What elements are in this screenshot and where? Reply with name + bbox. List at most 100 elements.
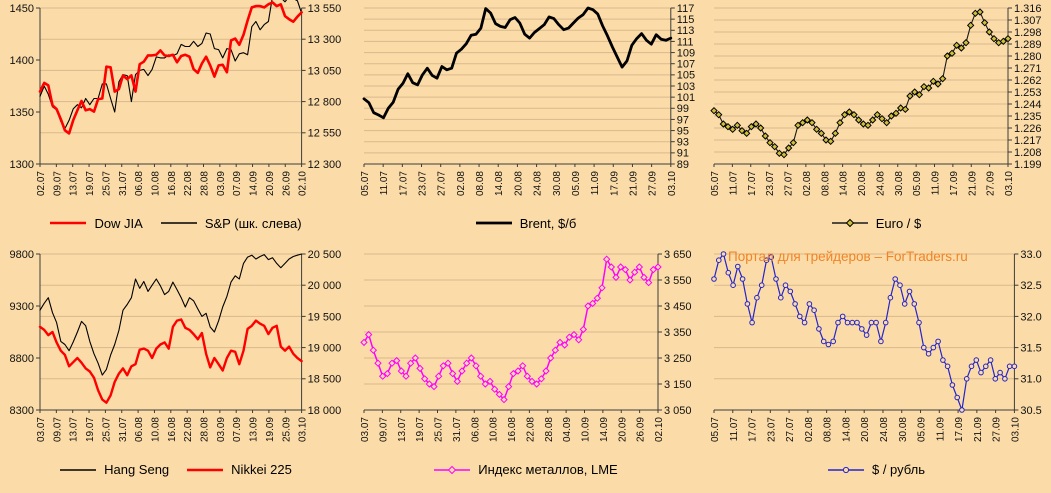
series-marker xyxy=(980,18,989,27)
series-marker xyxy=(811,307,817,313)
series-marker xyxy=(514,367,522,375)
series-marker xyxy=(773,276,779,282)
x-axis-tick-label: 09.07 xyxy=(52,171,63,196)
right-axis-tick-label: 12 800 xyxy=(308,96,342,108)
right-axis-tick-label: 12 550 xyxy=(308,128,342,140)
series-marker xyxy=(1006,363,1013,370)
series-marker xyxy=(640,273,648,282)
series-marker xyxy=(444,359,452,367)
series-marker xyxy=(987,357,994,363)
right-axis-tick-label: 33.0 xyxy=(1020,249,1041,261)
x-axis-tick-label: 05.09 xyxy=(571,171,582,196)
series-marker xyxy=(850,110,858,119)
series-marker xyxy=(388,359,396,367)
series-marker xyxy=(411,354,420,362)
series-line xyxy=(713,253,1015,411)
series-marker xyxy=(754,294,760,301)
series-marker xyxy=(831,129,840,138)
series-marker xyxy=(836,118,844,127)
series-marker xyxy=(430,382,438,391)
series-marker xyxy=(921,344,927,351)
series-marker xyxy=(878,114,886,123)
series-marker xyxy=(518,362,527,370)
series-marker xyxy=(845,108,854,116)
x-axis-tick-label: 07.09 xyxy=(232,171,243,196)
legend-label: Euro / $ xyxy=(875,215,922,231)
series-marker xyxy=(560,341,569,349)
x-axis-tick-label: 16.08 xyxy=(167,417,178,442)
x-axis-tick-label: 19.07 xyxy=(85,171,96,196)
right-axis-tick-label: 1.289 xyxy=(1014,39,1042,51)
chart-dow-sp-legend: Dow JIA S&P (шк. слева) xyxy=(0,204,350,246)
series-marker xyxy=(462,359,471,367)
x-axis-tick-label: 16.08 xyxy=(167,171,178,196)
chart-usd-rub: Портал для трейдеров – ForTraders.ru 30.… xyxy=(700,246,1051,493)
chart-brent: 89 91 93 95 97 99 101 103 105 107 109 111 113 115 117 0… xyxy=(350,0,700,246)
x-axis-tick-label: 25.07 xyxy=(434,417,445,442)
series-marker xyxy=(397,367,406,375)
right-axis-tick-label: 89 xyxy=(677,159,689,171)
x-axis-tick-label: 03.10 xyxy=(1004,171,1015,196)
chart-brent-legend: Brent, $/б xyxy=(350,204,700,246)
series-marker xyxy=(739,276,746,282)
series-marker xyxy=(892,109,900,118)
series-marker xyxy=(873,319,879,326)
series-marker xyxy=(425,380,434,388)
series-marker xyxy=(402,372,410,380)
x-axis-tick-label: 03.10 xyxy=(667,171,678,196)
series-marker xyxy=(1004,34,1012,43)
x-axis-tick-label: 03.07 xyxy=(36,417,47,442)
series-marker xyxy=(448,369,457,378)
left-axis-tick-label: 9300 xyxy=(10,301,34,313)
x-axis-tick-label: 26.09 xyxy=(281,171,292,196)
series-marker xyxy=(801,319,808,326)
right-axis-tick-label: 3 250 xyxy=(664,353,692,365)
series-marker xyxy=(935,338,941,345)
x-axis-tick-label: 31.07 xyxy=(118,417,129,442)
series-marker xyxy=(924,84,933,92)
series-marker xyxy=(434,372,443,380)
left-axis-tick-label: 1300 xyxy=(10,159,34,171)
series-marker xyxy=(780,150,788,159)
series-marker xyxy=(439,362,448,370)
series-marker xyxy=(840,110,849,119)
series-marker xyxy=(906,288,913,295)
left-axis-tick-label: 8300 xyxy=(10,405,34,417)
series-line xyxy=(38,1,303,135)
right-axis-tick-label: 1.217 xyxy=(1014,135,1042,147)
right-axis-tick-label: 1.235 xyxy=(1014,111,1042,123)
series-marker xyxy=(532,380,541,388)
series-marker xyxy=(784,144,793,152)
right-axis-tick-label: 13 550 xyxy=(308,3,342,15)
x-axis-tick-label: 14.08 xyxy=(841,417,852,442)
series-marker xyxy=(570,330,578,339)
series-marker xyxy=(490,385,499,393)
legend-item: Dow JIA xyxy=(48,216,143,231)
left-axis-tick-label: 9800 xyxy=(10,249,34,261)
series-marker xyxy=(574,336,583,344)
series-marker xyxy=(973,357,980,363)
x-axis-tick-label: 10.08 xyxy=(150,171,161,196)
x-axis-tick-label: 17.09 xyxy=(954,417,965,442)
right-axis-tick-label: 105 xyxy=(677,70,695,82)
series-marker xyxy=(612,273,620,282)
x-axis-tick-label: 11.07 xyxy=(728,171,739,196)
series-marker xyxy=(957,44,966,52)
chart-hangseng-nikkei-plot: 18 000 18 500 19 000 19 500 20 000 20 500 8300… xyxy=(10,249,342,442)
series-marker xyxy=(839,313,846,320)
series-marker xyxy=(742,129,751,138)
x-axis-tick-label: 25.07 xyxy=(101,417,112,442)
series-marker xyxy=(826,137,835,146)
series-marker xyxy=(830,338,836,345)
watermark: Портал для трейдеров – ForTraders.ru xyxy=(728,249,968,264)
right-axis-tick-label: 1.199 xyxy=(1014,159,1042,171)
x-axis-tick-label: 22.08 xyxy=(183,171,194,196)
right-axis-tick-label: 20 000 xyxy=(308,280,342,292)
series-marker xyxy=(766,138,774,147)
x-axis-tick-label: 21.09 xyxy=(967,171,978,196)
x-axis-tick-label: 06.08 xyxy=(470,417,481,442)
x-axis-tick-label: 09.07 xyxy=(378,417,389,442)
x-axis-tick-label: 28.08 xyxy=(200,171,211,196)
series-marker xyxy=(992,376,999,382)
series-marker xyxy=(364,330,373,339)
